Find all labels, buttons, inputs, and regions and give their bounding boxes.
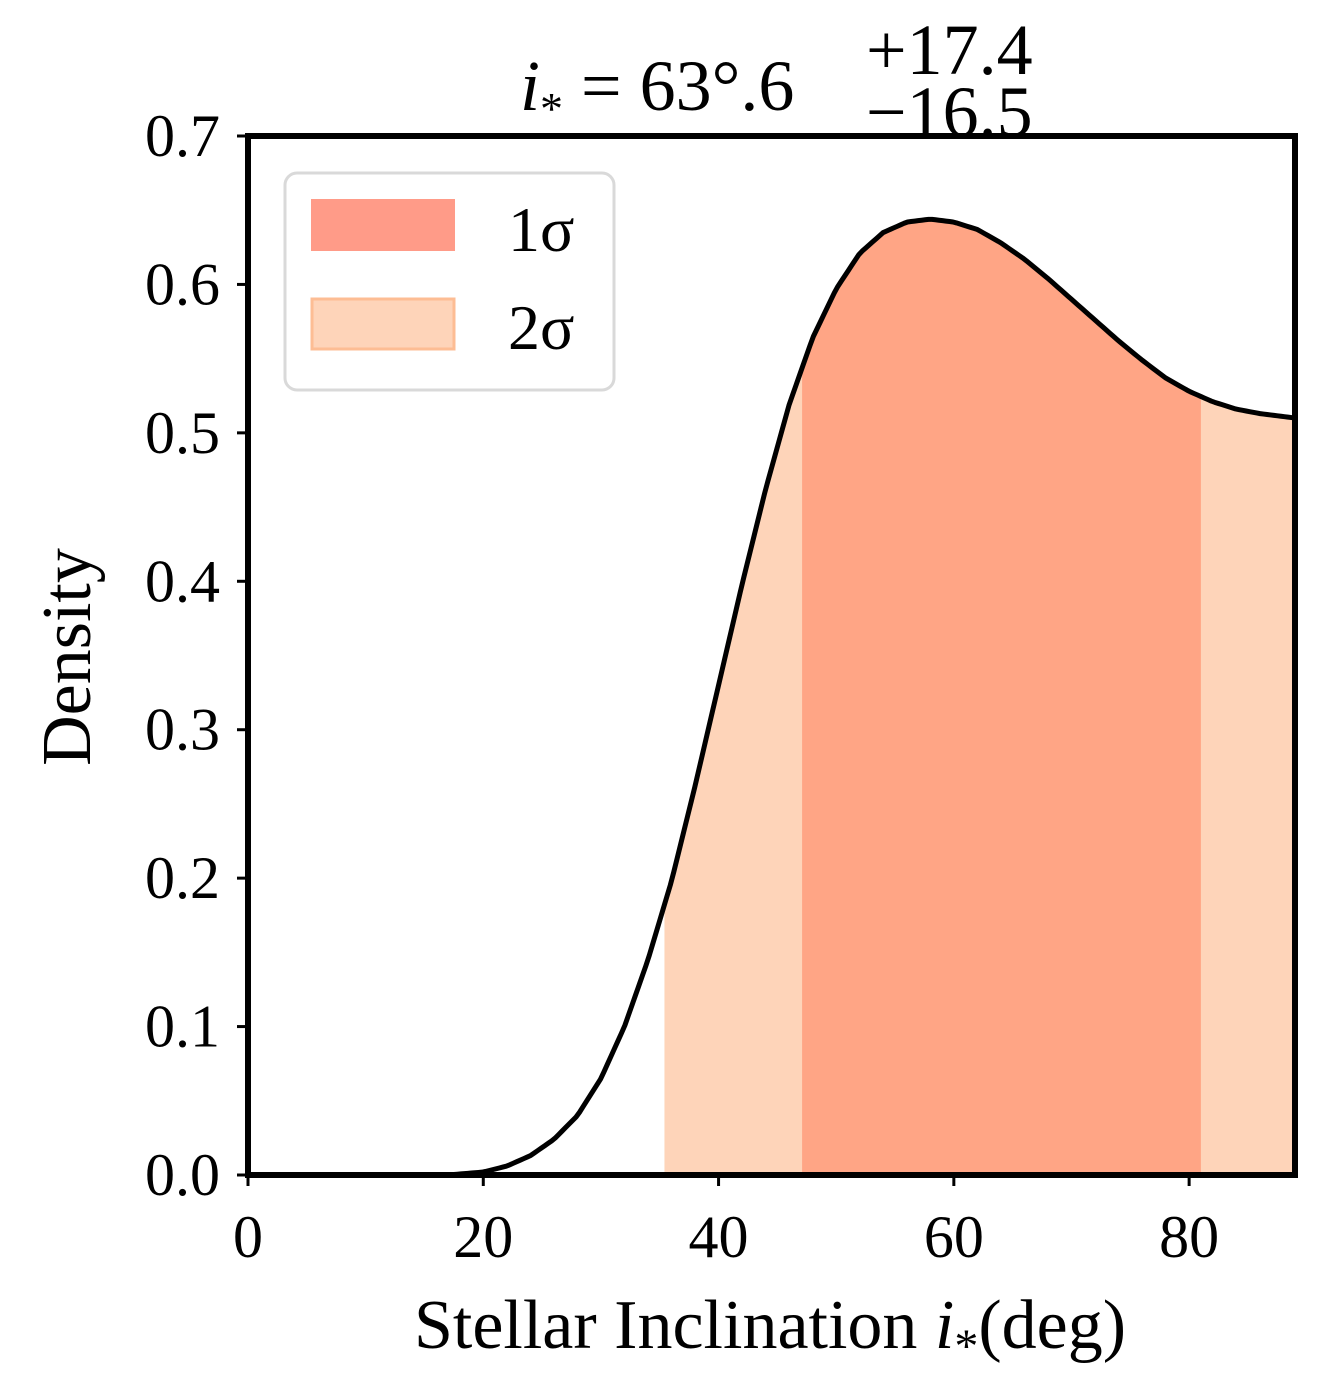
legend-label-1sigma: 1σ [508, 194, 575, 265]
x-axis-ticks: 0 20 40 60 80 [233, 1175, 1219, 1270]
density-curve [248, 216, 1295, 1175]
y-tick-label: 0.2 [145, 845, 220, 911]
y-axis-label: Density [29, 548, 106, 766]
title-subscript: * [540, 83, 563, 134]
legend-label-2sigma: 2σ [508, 292, 575, 363]
title-symbol: i [520, 46, 540, 126]
title-lower-error: −16.5 [866, 72, 1033, 152]
y-axis-ticks: 0.0 0.1 0.2 0.3 0.4 0.5 0.6 0.7 [145, 103, 248, 1208]
x-tick-label: 20 [453, 1204, 513, 1270]
y-tick-label: 0.5 [145, 400, 220, 466]
title-value: 63°.6 [640, 46, 795, 126]
x-tick-label: 0 [233, 1204, 263, 1270]
x-tick-label: 80 [1159, 1204, 1219, 1270]
legend: 1σ 2σ [283, 171, 616, 392]
interval-band-1sigma [802, 219, 1201, 1175]
y-tick-label: 0.3 [145, 697, 220, 763]
title-upper-error: +17.4 [866, 10, 1033, 90]
curve-layer [248, 216, 1295, 1175]
y-tick-label: 0.6 [145, 251, 220, 317]
x-tick-label: 40 [689, 1204, 749, 1270]
legend-swatch-2sigma [310, 297, 456, 351]
y-tick-label: 0.0 [145, 1142, 220, 1208]
x-tick-label: 60 [924, 1204, 984, 1270]
y-tick-label: 0.4 [145, 548, 220, 614]
chart-title: i* = 63°.6 [520, 46, 794, 134]
title-equals: = [581, 46, 622, 126]
legend-swatch-1sigma [311, 199, 455, 251]
y-tick-label: 0.1 [145, 994, 220, 1060]
y-tick-label: 0.7 [145, 103, 220, 169]
x-axis-label: Stellar Inclination i*(deg) [414, 1287, 1126, 1373]
credible-intervals [664, 219, 1295, 1175]
axes-frame [245, 133, 1298, 1178]
